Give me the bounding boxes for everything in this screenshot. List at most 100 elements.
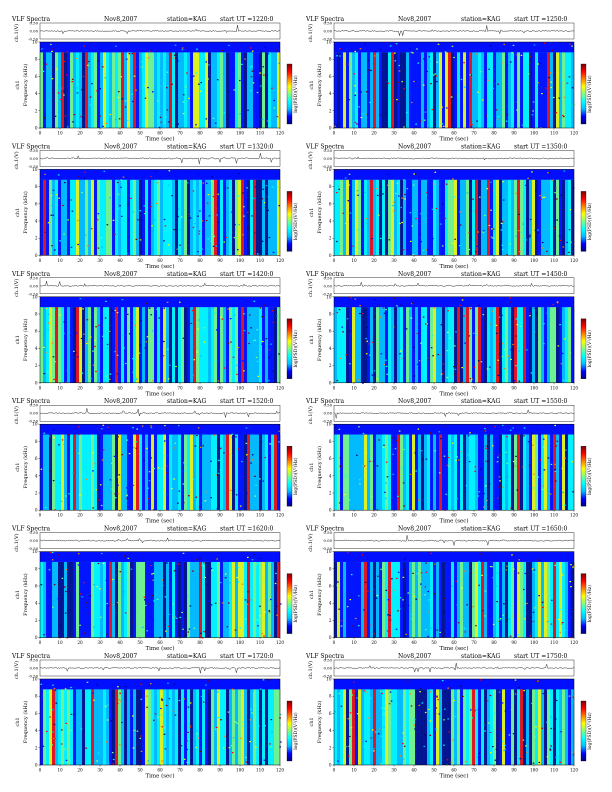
channel-label: ch1 [15, 80, 21, 89]
spectrogram-speckle [468, 248, 471, 251]
spectrogram-speckle [248, 451, 251, 453]
spectrogram-speckle [182, 337, 185, 339]
waveform-trace [39, 280, 281, 287]
spectrogram-strip [541, 434, 545, 511]
spectrogram-speckle [116, 181, 119, 184]
spectrogram-speckle [255, 484, 257, 486]
spectrogram-strip [82, 307, 86, 383]
spectrogram-speckle [516, 489, 519, 491]
spectrogram-speckle [386, 373, 388, 375]
spectrogram-speckle [268, 380, 270, 382]
spectrogram-strip [541, 689, 545, 765]
x-tick-label: 20 [371, 258, 377, 263]
waveform-tick-label: 0.00 [324, 283, 333, 288]
spectrogram-speckle [477, 91, 479, 93]
x-tick-label: 100 [530, 640, 538, 645]
spectrogram-strip [244, 434, 248, 511]
y-tick-label: 8 [329, 566, 332, 571]
spectrogram-speckle [106, 236, 108, 238]
spectrogram-speckle [527, 441, 530, 443]
spectrogram-strip [430, 307, 434, 383]
spectrogram-speckle [436, 81, 438, 83]
spectrogram-speckle [234, 629, 237, 631]
spectrogram-speckle [44, 506, 47, 509]
spectrogram-strip [133, 561, 137, 638]
spectrogram-speckle [233, 89, 235, 91]
spectrogram-speckle [186, 761, 189, 763]
spectrogram-speckle [250, 599, 252, 601]
spectrogram-strip [493, 52, 497, 128]
spectrogram-speckle [114, 497, 117, 499]
spectrogram-speckle [492, 746, 494, 748]
y-tick-label: 0 [329, 763, 332, 768]
spectrogram-strip [253, 307, 257, 383]
spectrogram-speckle [434, 450, 437, 452]
spectrogram-speckle [512, 231, 515, 233]
spectrogram-strip [481, 434, 485, 511]
spectrogram-speckle [112, 763, 114, 765]
spectrogram-speckle [109, 373, 112, 375]
spectrogram-speckle [263, 74, 265, 76]
spectrogram-speckle [393, 210, 395, 212]
spectrogram-strip [415, 179, 419, 256]
waveform-axis-label: ch.1(V) [13, 406, 20, 424]
spectrogram-strip [370, 307, 374, 383]
spectrogram-speckle [171, 83, 173, 85]
x-tick-label: 40 [411, 385, 417, 390]
spectrogram-strip [154, 434, 158, 511]
x-tick-label: 100 [236, 640, 244, 645]
spectrogram-speckle [460, 78, 463, 81]
spectrogram-strip [157, 179, 161, 256]
spectrogram-speckle [497, 359, 500, 361]
spectrogram-strip [409, 434, 413, 511]
spectrogram-strip [538, 179, 542, 256]
waveform-axis-label: ch.1(V) [13, 661, 20, 679]
spectrogram-speckle [413, 173, 415, 175]
spectrogram-speckle [236, 576, 238, 579]
spectrogram-speckle [241, 63, 243, 65]
spectrogram-speckle [498, 316, 501, 318]
spectrogram-speckle [442, 426, 445, 428]
spectrogram-speckle [99, 484, 102, 486]
spectrogram-strip [493, 307, 497, 383]
spectrogram-strip [397, 307, 401, 383]
spectrogram-speckle [400, 206, 402, 209]
waveform-tick-label: 0.50 [30, 21, 39, 26]
colorbar [580, 191, 587, 252]
spectrogram-strip [469, 689, 473, 765]
spectrogram-strip [340, 179, 344, 256]
spectrogram-speckle [370, 737, 373, 739]
spectrogram-speckle [198, 506, 201, 508]
spectrogram-speckle [237, 448, 240, 450]
spectrogram-strip [547, 434, 551, 511]
spectrogram-speckle [172, 616, 174, 618]
spectrogram-speckle [338, 188, 340, 190]
panel-title: VLF Spectra [305, 271, 345, 278]
spectrogram-strip [229, 434, 233, 511]
spectrogram-strip [571, 52, 575, 128]
spectrogram-speckle [445, 493, 448, 495]
spectrogram-speckle [434, 713, 437, 715]
spectrogram-speckle [150, 175, 152, 177]
spectrogram-strip [529, 307, 533, 383]
spectrogram-speckle [60, 87, 62, 89]
spectrogram-speckle [111, 752, 114, 754]
spectrogram-strip [523, 52, 527, 128]
spectrogram-speckle [158, 126, 161, 128]
spectrogram-strip [502, 179, 506, 256]
spectrogram-strip [505, 52, 509, 128]
spectrogram-speckle [262, 188, 265, 190]
spectrogram-speckle [99, 88, 101, 90]
spectrogram-speckle [492, 623, 495, 625]
spectrogram-strip [61, 307, 65, 383]
x-tick-label: 110 [550, 513, 558, 518]
x-tick-label: 120 [276, 258, 284, 263]
spectrogram-speckle [163, 218, 166, 221]
spectrogram-speckle [541, 488, 544, 491]
spectrogram-strip [139, 52, 143, 128]
spectrogram-speckle [133, 729, 136, 731]
spectrogram-speckle [356, 123, 358, 125]
spectrogram-strip [382, 561, 386, 638]
spectrogram-speckle [519, 758, 522, 760]
spectrogram-strip [157, 52, 161, 128]
